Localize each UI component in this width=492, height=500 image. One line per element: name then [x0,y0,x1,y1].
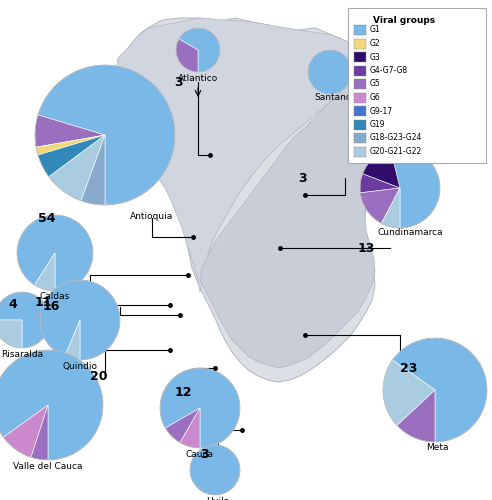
Text: G9-17: G9-17 [370,106,393,116]
Wedge shape [38,135,105,177]
Wedge shape [190,445,240,495]
Text: 12: 12 [175,386,192,398]
Text: Huila: Huila [206,497,230,500]
Bar [354,92,366,102]
Wedge shape [64,320,80,360]
Polygon shape [200,52,386,368]
Wedge shape [36,135,105,155]
Wedge shape [34,253,55,291]
Wedge shape [391,148,440,228]
Wedge shape [0,350,103,460]
Wedge shape [176,39,198,72]
Wedge shape [180,408,200,448]
Text: 3: 3 [174,76,183,88]
Wedge shape [35,115,105,147]
Bar [354,25,366,35]
Wedge shape [393,338,487,442]
FancyBboxPatch shape [348,8,486,163]
Wedge shape [179,28,220,72]
Bar [354,66,366,76]
Bar [354,120,366,130]
Wedge shape [160,368,240,448]
Text: Antioquia: Antioquia [130,212,174,221]
Wedge shape [81,135,105,205]
Wedge shape [363,149,400,188]
Text: Risaralda: Risaralda [1,350,43,359]
Bar [354,146,366,156]
Text: G3: G3 [370,52,381,62]
Text: Meta: Meta [426,443,448,452]
Text: G20-G21-G22: G20-G21-G22 [370,147,422,156]
Text: G6: G6 [370,93,381,102]
Text: 11: 11 [35,296,53,310]
Text: Caldas: Caldas [40,292,70,301]
Wedge shape [31,405,48,460]
Text: 3: 3 [298,172,307,184]
Text: 4: 4 [8,298,17,312]
Text: 23: 23 [400,362,417,374]
Wedge shape [0,292,50,348]
Polygon shape [116,18,360,292]
Text: Santander: Santander [314,93,362,102]
Wedge shape [49,135,105,201]
Text: G19: G19 [370,120,386,129]
Polygon shape [116,18,386,382]
Wedge shape [360,188,400,224]
Wedge shape [360,174,400,193]
Wedge shape [40,280,120,360]
Text: Valle del Cauca: Valle del Cauca [13,462,83,471]
Text: 13: 13 [358,242,375,254]
Wedge shape [3,405,48,458]
Wedge shape [383,360,435,426]
Bar [354,38,366,48]
Wedge shape [397,390,435,442]
Text: 20: 20 [90,370,107,384]
Text: Cundinamarca: Cundinamarca [377,228,443,237]
Bar [354,106,366,116]
Text: G2: G2 [370,39,381,48]
Bar [354,52,366,62]
Bar [354,79,366,89]
Wedge shape [381,188,400,228]
Text: 16: 16 [43,300,61,314]
Wedge shape [17,215,93,291]
Text: G5: G5 [370,80,381,88]
Wedge shape [0,320,22,348]
Wedge shape [308,50,352,94]
Text: Viral groups: Viral groups [373,16,435,25]
Text: G1: G1 [370,26,381,35]
Bar [354,133,366,143]
Text: G18-G23-G24: G18-G23-G24 [370,134,422,142]
Text: 3: 3 [200,448,209,462]
Wedge shape [165,408,200,442]
Text: Atlantico: Atlantico [178,74,218,83]
Text: Cauca: Cauca [186,450,214,459]
Text: 54: 54 [38,212,56,224]
Wedge shape [38,65,175,205]
Text: Quindio: Quindio [62,362,97,371]
Text: G4-G7-G8: G4-G7-G8 [370,66,408,75]
